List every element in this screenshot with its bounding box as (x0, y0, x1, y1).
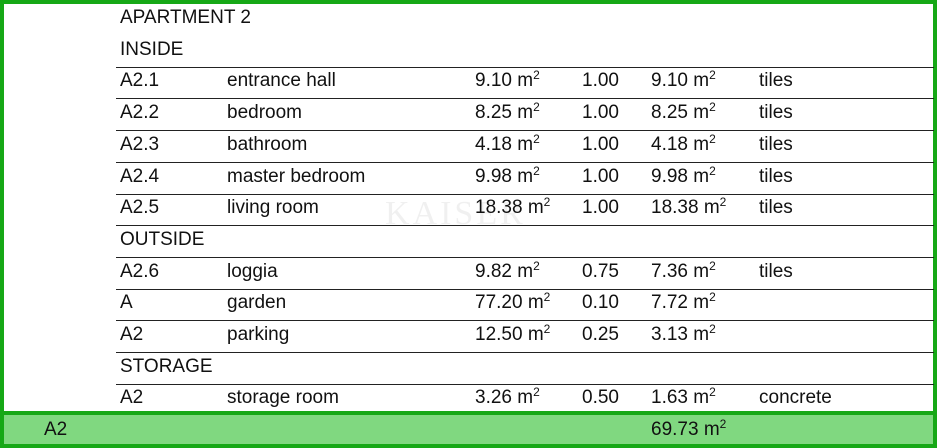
room-code: A2.3 (120, 133, 160, 155)
table-row: A2.2 bedroom 8.25 m2 1.00 8.25 m2 tiles (116, 99, 934, 132)
section-label: STORAGE (120, 355, 213, 377)
room-name: parking (227, 324, 290, 345)
gross-area: 9.10 m2 (475, 68, 540, 92)
room-code: A2.4 (120, 165, 160, 187)
room-name: bedroom (227, 102, 302, 124)
coefficient: 1.00 (582, 102, 619, 124)
table-row: A2 storage room 3.26 m2 0.50 1.63 m2 concrete (116, 384, 934, 415)
total-area: 69.73 m2 (651, 417, 727, 440)
section-header: STORAGE (116, 353, 934, 385)
net-area: 9.10 m2 (651, 68, 716, 92)
section-label: OUTSIDE (120, 228, 205, 250)
floor-type: tiles (759, 197, 793, 219)
room-name: garden (227, 292, 287, 314)
section-header: OUTSIDE (116, 226, 934, 258)
net-area: 4.18 m2 (651, 131, 716, 155)
coefficient: 0.75 (582, 260, 619, 282)
section-label: INSIDE (120, 38, 184, 60)
floor-type: tiles (759, 102, 793, 124)
gross-area: 9.82 m2 (475, 258, 540, 282)
coefficient: 1.00 (582, 165, 619, 187)
gross-area: 18.38 m2 (475, 195, 551, 219)
total-code: A2 (44, 419, 68, 440)
table-row: A2.5 living room 18.38 m2 1.00 18.38 m2 tiles (116, 194, 934, 227)
net-area: 8.25 m2 (651, 100, 716, 124)
coefficient: 0.25 (582, 324, 619, 345)
room-name: storage room (227, 387, 339, 409)
gross-area: 12.50 m2 (475, 322, 551, 345)
room-name: bathroom (227, 133, 308, 155)
table-row: A2.4 master bedroom 9.98 m2 1.00 9.98 m2 tile… (116, 163, 934, 195)
gross-area: 3.26 m2 (475, 385, 540, 409)
floor-type: tiles (759, 70, 793, 92)
room-name: entrance hall (227, 70, 336, 92)
coefficient: 0.10 (582, 292, 619, 314)
floor-type: concrete (759, 387, 832, 409)
table-title: APARTMENT 2 (116, 4, 934, 35)
table-row: A2.6 loggia 9.82 m2 0.75 7.36 m2 tiles (116, 258, 934, 290)
gross-area: 8.25 m2 (475, 100, 540, 124)
room-code: A2.2 (120, 102, 160, 124)
net-area: 18.38 m2 (651, 195, 727, 219)
room-name: living room (227, 197, 319, 219)
room-code: A2 (120, 387, 144, 409)
room-name: master bedroom (227, 165, 366, 187)
room-code: A2.5 (120, 197, 160, 219)
section-header: INSIDE (116, 36, 934, 68)
room-code: A2.1 (120, 70, 160, 92)
gross-area: 4.18 m2 (475, 131, 540, 155)
floor-type: tiles (759, 133, 793, 155)
table-row: A2.1 entrance hall 9.10 m2 1.00 9.10 m2 tiles (116, 67, 934, 100)
coefficient: 1.00 (582, 70, 619, 92)
room-code: A2.6 (120, 260, 160, 282)
room-code: A (120, 292, 133, 314)
coefficient: 1.00 (582, 197, 619, 219)
coefficient: 1.00 (582, 133, 619, 155)
total-row: A2 69.73 m2 (0, 411, 937, 448)
table-row: A2 parking 12.50 m2 0.25 3.13 m2 (116, 321, 934, 353)
apartment-title: APARTMENT 2 (120, 7, 251, 28)
coefficient: 0.50 (582, 387, 619, 409)
gross-area: 77.20 m2 (475, 290, 551, 314)
net-area: 7.72 m2 (651, 290, 716, 314)
net-area: 1.63 m2 (651, 385, 716, 409)
room-code: A2 (120, 324, 144, 345)
net-area: 9.98 m2 (651, 163, 716, 187)
room-name: loggia (227, 260, 278, 282)
table-row: A2.3 bathroom 4.18 m2 1.00 4.18 m2 tiles (116, 131, 934, 163)
net-area: 3.13 m2 (651, 322, 716, 345)
gross-area: 9.98 m2 (475, 163, 540, 187)
floor-type: tiles (759, 260, 793, 282)
net-area: 7.36 m2 (651, 258, 716, 282)
floor-type: tiles (759, 165, 793, 187)
